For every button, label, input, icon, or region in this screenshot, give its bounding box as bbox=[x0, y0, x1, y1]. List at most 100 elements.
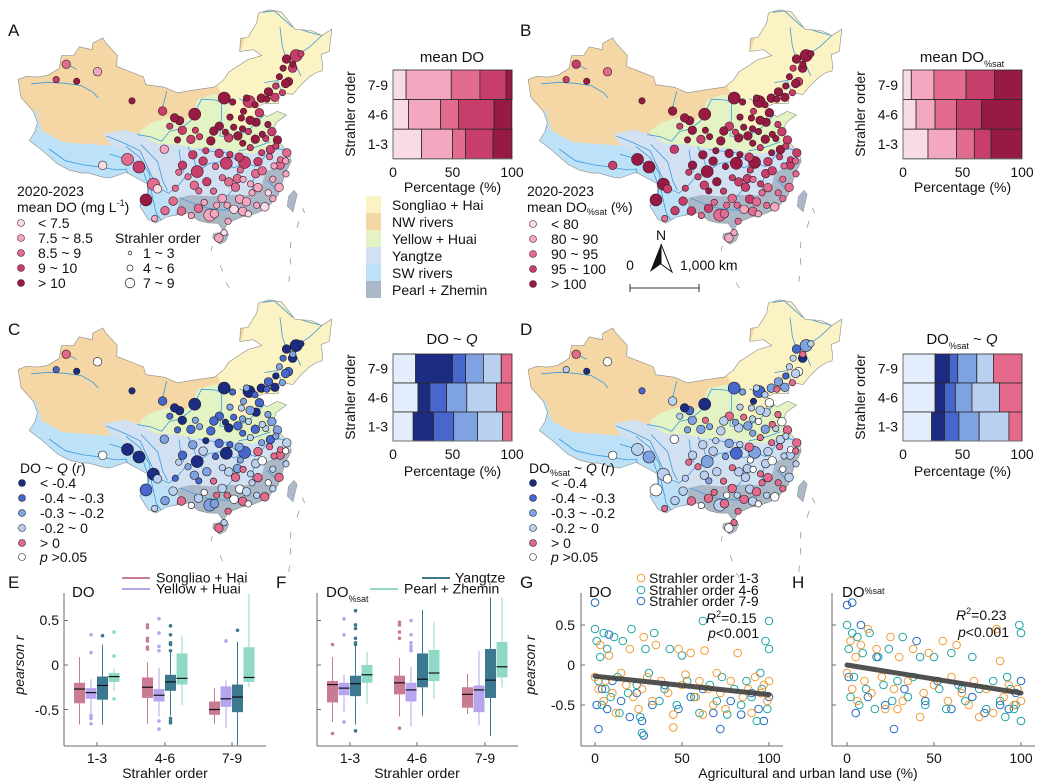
outlier-yellow-huai-1-3 bbox=[89, 713, 93, 718]
station-marker bbox=[224, 133, 234, 143]
station-marker bbox=[751, 197, 762, 207]
station-marker bbox=[799, 350, 807, 358]
y-tick-label: 0.5 bbox=[40, 612, 60, 628]
station-marker bbox=[258, 149, 266, 157]
strahler-size-large bbox=[124, 277, 136, 289]
panel-label-h: H bbox=[792, 573, 804, 592]
station-marker bbox=[229, 98, 237, 106]
y-axis-label: pearson r bbox=[11, 634, 27, 695]
station-marker bbox=[275, 73, 283, 81]
scatter-point-strahler-order-1-3 bbox=[639, 632, 649, 642]
station-marker bbox=[758, 479, 766, 487]
outlier-songliao-hai-1-3 bbox=[330, 642, 335, 647]
panel-label-f: F bbox=[276, 573, 286, 592]
station-marker bbox=[198, 156, 208, 166]
strahler-legend-title: Strahler order bbox=[115, 230, 201, 246]
station-marker bbox=[763, 473, 773, 483]
scatter-point-strahler-order-4-6 bbox=[1016, 716, 1026, 726]
river-huai bbox=[748, 141, 781, 152]
legend-period: 2020-2023 bbox=[17, 183, 84, 199]
station-marker bbox=[571, 59, 581, 69]
station-marker bbox=[770, 202, 780, 212]
station-marker bbox=[751, 487, 762, 497]
station-marker bbox=[749, 415, 757, 423]
station-marker bbox=[747, 404, 755, 412]
row-label-4-6: 4-6 bbox=[368, 107, 388, 123]
scatter-point-strahler-order-1-3 bbox=[634, 704, 643, 714]
row-label-7-9: 7-9 bbox=[368, 361, 388, 377]
scatter-point-strahler-order-4-6 bbox=[644, 668, 654, 678]
station-marker bbox=[703, 203, 714, 213]
station-marker bbox=[152, 474, 163, 484]
outlier-yellow-huai-1-3 bbox=[89, 632, 93, 637]
scatter-point-strahler-order-1-3 bbox=[851, 652, 861, 662]
outlier-yellow-huai-4-6 bbox=[157, 648, 161, 653]
legend-do-q: DO ~ Q (r) < -0.4 -0.4 ~ -0.3 -0.3 ~ -0.… bbox=[18, 460, 104, 565]
p-symbol: p bbox=[550, 549, 559, 565]
box-pearl-zhemin-4-6 bbox=[428, 649, 440, 682]
station-marker bbox=[694, 173, 702, 181]
north-arrow-and-scale: N 0 1,000 km bbox=[626, 227, 738, 292]
station-marker bbox=[160, 496, 170, 506]
station-marker bbox=[253, 183, 263, 193]
outlier-songliao-hai-4-6 bbox=[145, 625, 150, 630]
bar-segment-7-9-3 bbox=[450, 69, 481, 101]
station-marker bbox=[248, 479, 256, 487]
station-marker bbox=[170, 403, 180, 413]
bar-segment-4-6-5 bbox=[493, 99, 513, 130]
bar-segment-1-3-5 bbox=[978, 411, 1010, 442]
bar-segment-7-9-5 bbox=[994, 69, 1023, 101]
station-marker bbox=[224, 467, 234, 477]
scatter-point-strahler-order-4-6 bbox=[849, 672, 859, 682]
scatter-point-strahler-order-7-9 bbox=[842, 600, 852, 610]
river-yalong bbox=[650, 434, 678, 481]
station-marker bbox=[779, 465, 787, 473]
station-marker bbox=[239, 139, 247, 147]
station-marker bbox=[708, 156, 718, 166]
station-marker bbox=[740, 182, 751, 192]
station-marker bbox=[177, 160, 188, 170]
legend-dot bbox=[529, 509, 537, 517]
bar-segment-4-6-4 bbox=[955, 382, 973, 413]
x-tick-label: 1-3 bbox=[87, 750, 107, 766]
station-marker bbox=[184, 463, 192, 471]
bar-chart-title: DO ~ Q bbox=[426, 331, 478, 348]
station-marker bbox=[755, 115, 765, 125]
station-marker bbox=[191, 416, 199, 424]
station-marker bbox=[253, 473, 263, 483]
station-marker bbox=[719, 499, 729, 509]
bar-segment-7-9-1 bbox=[902, 353, 936, 384]
station-marker bbox=[779, 175, 787, 183]
scatter-point-strahler-order-1-3 bbox=[943, 696, 953, 706]
station-marker bbox=[669, 144, 679, 154]
station-marker bbox=[213, 201, 221, 209]
station-marker bbox=[697, 212, 705, 220]
station-marker bbox=[289, 350, 297, 358]
legend-label-songliao-hai: Songliao + Hai bbox=[156, 570, 247, 586]
outlier-yellow-huai-4-6 bbox=[157, 644, 161, 649]
scatter-point-strahler-order-7-9 bbox=[686, 692, 696, 702]
plot-title: DO bbox=[72, 584, 95, 601]
box-songliao-hai-4-6 bbox=[394, 675, 405, 695]
scatter-point-strahler-order-1-3 bbox=[894, 652, 904, 662]
legend-title-r: r bbox=[605, 460, 611, 476]
bar-segment-7-9-5 bbox=[482, 353, 502, 384]
basin-swatch bbox=[366, 213, 381, 230]
row-label-4-6: 4-6 bbox=[878, 390, 898, 406]
south-china-sea-boundary-dash bbox=[302, 207, 306, 214]
station-marker bbox=[706, 133, 714, 141]
strahler-size-medium bbox=[126, 264, 134, 272]
island-taiwan bbox=[287, 189, 298, 213]
bar-segment-4-6-4 bbox=[457, 99, 495, 130]
scatter-point-strahler-order-1-3 bbox=[846, 636, 855, 646]
scatter-point-strahler-order-4-6 bbox=[854, 700, 864, 710]
station-marker bbox=[236, 456, 244, 464]
south-china-sea-boundary-dash bbox=[735, 282, 740, 289]
station-marker bbox=[220, 519, 228, 527]
station-marker bbox=[768, 439, 776, 447]
y-tick-label: 0 bbox=[51, 657, 59, 673]
x-tick-label: 7-9 bbox=[222, 750, 242, 766]
station-marker bbox=[229, 494, 239, 504]
station-marker bbox=[760, 134, 770, 144]
